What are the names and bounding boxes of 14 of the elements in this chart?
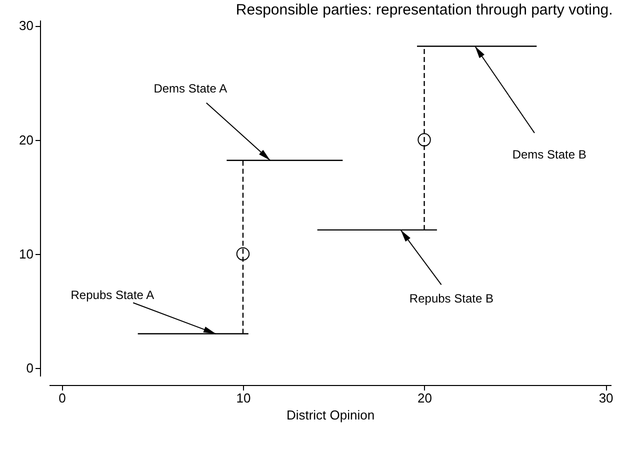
- x-axis-title: District Opinion: [286, 408, 375, 422]
- y-tick-label: 0: [26, 360, 34, 376]
- annotation: Repubs State B: [409, 291, 494, 306]
- x-tick-label: 30: [598, 390, 614, 406]
- x-tick-label: 0: [58, 390, 66, 406]
- x-tick-label: 10: [236, 390, 251, 406]
- x-tick-label: 20: [418, 390, 432, 406]
- annotation: Dems State A: [154, 81, 228, 96]
- y-tick-label: 10: [19, 246, 34, 262]
- annotation: Repubs State A: [70, 288, 154, 302]
- y-tick-label: 20: [19, 132, 34, 148]
- annotation: Dems State B: [512, 148, 586, 162]
- chart-title: Responsible parties: representation through party voting.: [236, 2, 613, 19]
- y-tick-label: 30: [19, 18, 34, 34]
